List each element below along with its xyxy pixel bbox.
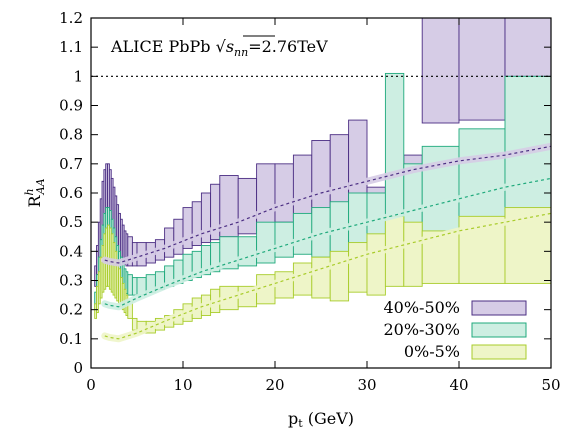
legend-label: 40%-50%	[383, 298, 460, 317]
y-axis-ticks: 0 0.1 0.2 0.3 0.4 0.5 0.6 0.7 0.8 0.9 1 1.1 1.2	[59, 9, 551, 377]
band-segment	[292, 154, 313, 220]
y-tick-label: 0.3	[59, 272, 83, 290]
band-segment	[274, 221, 294, 258]
sqrt-sub: nn	[234, 46, 248, 59]
x-tick-label: 10	[173, 376, 192, 394]
band-0	[94, 18, 551, 287]
y-axis-label-sub: AA	[34, 178, 47, 195]
legend-swatch	[471, 300, 527, 316]
band-segment	[421, 18, 460, 124]
y-axis-label: RhAA	[23, 178, 47, 207]
legend-label: 0%-5%	[404, 342, 460, 361]
band-segment	[504, 18, 551, 77]
x-tick-label: 30	[357, 376, 376, 394]
y-axis-label-sup: h	[23, 188, 36, 195]
series-curve-line-1	[104, 177, 551, 308]
x-tick-label: 50	[541, 376, 560, 394]
y-tick-label: 0.9	[59, 97, 83, 115]
sqrt-arg: s	[226, 37, 234, 56]
y-tick-label: 0	[73, 359, 83, 377]
x-tick-label: 20	[265, 376, 284, 394]
band-segment	[348, 242, 368, 293]
band-segment	[292, 212, 313, 255]
band-segment	[256, 163, 276, 232]
band-segment	[173, 218, 184, 255]
legend: 40%-50% 20%-30% 0%-5%	[383, 298, 527, 361]
legend-swatch	[471, 344, 527, 360]
x-axis-label-main: p	[288, 409, 298, 428]
x-tick-label: 40	[449, 376, 468, 394]
annotation-prefix: ALICE PbPb	[110, 37, 216, 56]
y-tick-label: 0.6	[59, 184, 83, 202]
series-curve-line-0	[104, 145, 551, 264]
y-tick-label: 1.1	[59, 38, 83, 56]
y-tick-label: 1.2	[59, 9, 83, 27]
x-axis-label-rest: (GeV)	[303, 409, 354, 428]
y-tick-label: 0.7	[59, 155, 83, 173]
annotation-text: ALICE PbPb √snn=2.76TeV	[110, 37, 328, 59]
legend-label: 20%-30%	[383, 320, 460, 339]
series-curves	[101, 142, 551, 343]
band-segment	[131, 277, 138, 296]
y-tick-label: 0.1	[59, 330, 83, 348]
series-curve-2	[101, 209, 551, 343]
band-segment	[458, 18, 506, 121]
y-tick-label: 1	[73, 67, 83, 85]
x-axis-label-sub: t	[298, 417, 303, 430]
band-segment	[127, 274, 133, 296]
sqrt-symbol: √	[216, 37, 227, 56]
band-segment	[237, 177, 258, 235]
y-tick-label: 0.4	[59, 242, 83, 260]
band-segment	[131, 317, 138, 331]
x-axis-ticks: 0 10 20 30 40 50	[86, 18, 561, 394]
y-tick-label: 0.2	[59, 301, 83, 319]
y-axis-label-main: R	[25, 195, 44, 208]
band-segment	[366, 233, 386, 296]
annotation-suffix: =2.76TeV	[248, 37, 328, 56]
x-tick-label: 0	[86, 376, 96, 394]
legend-swatch	[471, 322, 527, 338]
x-axis-label: pt (GeV)	[288, 409, 354, 430]
band-segment	[403, 221, 423, 287]
band-segment	[274, 163, 294, 223]
y-tick-label: 0.8	[59, 126, 83, 144]
y-tick-label: 0.5	[59, 213, 83, 231]
